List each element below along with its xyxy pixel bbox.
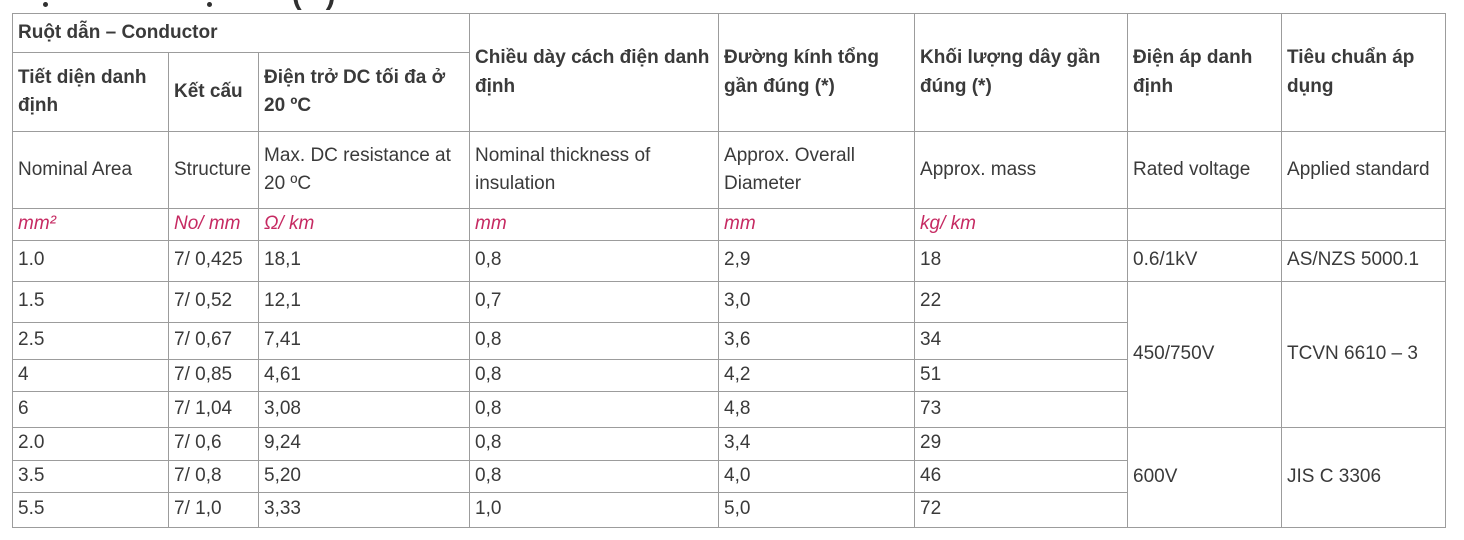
col-header-vn-insulation: Chiều dày cách điện danh định: [469, 13, 720, 132]
cell-resistance: 5,20: [257, 459, 471, 493]
unit-area: mm²: [12, 208, 169, 241]
cell-area: 5.5: [12, 491, 169, 528]
cell-area: 1.5: [12, 280, 169, 323]
col-header-en-area: Nominal Area: [12, 131, 169, 209]
cell-mass: 34: [914, 321, 1129, 360]
cell-diameter: 3,4: [718, 426, 916, 461]
cell-insulation: 0,8: [469, 459, 720, 493]
cell-insulation: 0,7: [469, 280, 720, 323]
cell-diameter: 4,8: [718, 390, 916, 428]
unit-insulation: mm: [469, 208, 720, 241]
cell-structure: 7/ 0,6: [168, 426, 259, 461]
col-header-vn-standard: Tiêu chuẩn áp dụng: [1281, 13, 1447, 132]
cell-structure: 7/ 1,04: [168, 390, 259, 428]
unit-standard: [1281, 208, 1447, 241]
cropped-parens-fragment: ( ): [292, 0, 343, 10]
cell-structure: 7/ 1,0: [168, 491, 259, 528]
cell-mass: 29: [914, 426, 1129, 461]
cell-standard: AS/NZS 5000.1: [1281, 239, 1447, 282]
col-header-vn-diameter: Đường kính tổng gần đúng (*): [718, 13, 916, 132]
cell-area: 2.5: [12, 321, 169, 360]
cell-mass: 72: [914, 491, 1129, 528]
table-row: 3.5 7/ 0,8 5,20 0,8 4,0 46: [12, 459, 1446, 493]
cropped-letter-dot: [43, 2, 48, 7]
col-header-en-insulation: Nominal thickness of insulation: [469, 131, 720, 209]
col-header-vn-area: Tiết diện danh định: [12, 52, 169, 132]
col-header-vn-resistance: Điện trở DC tối đa ở 20 ºC: [257, 52, 471, 132]
table-row: 5.5 7/ 1,0 3,33 1,0 5,0 72: [12, 491, 1446, 528]
cell-structure: 7/ 0,85: [168, 358, 259, 392]
table-row: 2.0 7/ 0,6 9,24 0,8 3,4 29 600V JIS C 33…: [12, 426, 1447, 528]
cell-voltage-merged: 450/750V: [1127, 280, 1283, 428]
cropped-title-fragments: ( ): [12, 0, 1432, 13]
header-row-vn: Tiết diện danh định Kết cấu Điện trở DC …: [12, 52, 1446, 132]
cell-area: 1.0: [12, 239, 169, 282]
col-header-en-standard: Applied standard: [1281, 131, 1447, 209]
cell-area: 2.0: [12, 426, 169, 461]
cell-diameter: 3,6: [718, 321, 916, 360]
header-row-group: Ruột dẫn – Conductor Chiều dày cách điện…: [11, 13, 1447, 132]
cell-area: 6: [12, 390, 169, 428]
unit-resistance: Ω/ km: [257, 208, 471, 241]
cell-diameter: 4,0: [718, 459, 916, 493]
cell-area: 3.5: [12, 459, 169, 493]
cell-voltage: 0.6/1kV: [1127, 239, 1283, 282]
cell-resistance: 12,1: [257, 280, 471, 323]
group-header-conductor: Ruột dẫn – Conductor: [11, 13, 471, 53]
table-row: 4 7/ 0,85 4,61 0,8 4,2 51: [12, 358, 1446, 392]
col-header-vn-mass: Khối lượng dây gần đúng (*): [914, 13, 1129, 132]
table-row: 1.0 7/ 0,425 18,1 0,8 2,9 18 0.6/1kV AS/…: [12, 239, 1447, 282]
unit-mass: kg/ km: [914, 208, 1129, 241]
col-header-vn-voltage: Điện áp danh định: [1127, 13, 1283, 132]
unit-diameter: mm: [718, 208, 916, 241]
unit-voltage: [1127, 208, 1283, 241]
cell-resistance: 3,08: [257, 390, 471, 428]
cell-diameter: 2,9: [718, 239, 916, 282]
cell-resistance: 18,1: [257, 239, 471, 282]
cropped-letter-dot: [207, 2, 212, 7]
cell-insulation: 0,8: [469, 321, 720, 360]
cell-insulation: 0,8: [469, 239, 720, 282]
cell-insulation: 0,8: [469, 390, 720, 428]
col-header-en-resistance: Max. DC resistance at 20 ºC: [257, 131, 471, 209]
cell-standard-merged: TCVN 6610 – 3: [1281, 280, 1447, 428]
cell-insulation: 1,0: [469, 491, 720, 528]
cell-mass: 18: [914, 239, 1129, 282]
cell-standard-merged: JIS C 3306: [1281, 426, 1447, 528]
header-row-en: Nominal Area Structure Max. DC resistanc…: [12, 131, 1447, 209]
col-header-en-structure: Structure: [168, 131, 259, 209]
cell-structure: 7/ 0,67: [168, 321, 259, 360]
col-header-en-mass: Approx. mass: [914, 131, 1129, 209]
col-header-vn-structure: Kết cấu: [168, 52, 259, 132]
cell-insulation: 0,8: [469, 358, 720, 392]
col-header-en-voltage: Rated voltage: [1127, 131, 1283, 209]
table-row: 1.5 7/ 0,52 12,1 0,7 3,0 22 450/750V TCV…: [12, 280, 1447, 428]
unit-structure: No/ mm: [168, 208, 259, 241]
cell-mass: 51: [914, 358, 1129, 392]
cable-spec-table: Ruột dẫn – Conductor Chiều dày cách điện…: [11, 13, 1447, 528]
cell-area: 4: [12, 358, 169, 392]
cell-structure: 7/ 0,8: [168, 459, 259, 493]
cell-resistance: 7,41: [257, 321, 471, 360]
header-row-units: mm² No/ mm Ω/ km mm mm kg/ km: [12, 208, 1447, 241]
cell-mass: 73: [914, 390, 1129, 428]
cell-resistance: 3,33: [257, 491, 471, 528]
cell-structure: 7/ 0,425: [168, 239, 259, 282]
cell-mass: 22: [914, 280, 1129, 323]
cell-diameter: 5,0: [718, 491, 916, 528]
cell-voltage-merged: 600V: [1127, 426, 1283, 528]
cell-resistance: 9,24: [257, 426, 471, 461]
cell-resistance: 4,61: [257, 358, 471, 392]
cell-mass: 46: [914, 459, 1129, 493]
cell-structure: 7/ 0,52: [168, 280, 259, 323]
cell-diameter: 3,0: [718, 280, 916, 323]
cell-diameter: 4,2: [718, 358, 916, 392]
table-row: 2.5 7/ 0,67 7,41 0,8 3,6 34: [12, 321, 1446, 360]
cell-insulation: 0,8: [469, 426, 720, 461]
col-header-en-diameter: Approx. Overall Diameter: [718, 131, 916, 209]
table-row: 6 7/ 1,04 3,08 0,8 4,8 73: [12, 390, 1446, 428]
